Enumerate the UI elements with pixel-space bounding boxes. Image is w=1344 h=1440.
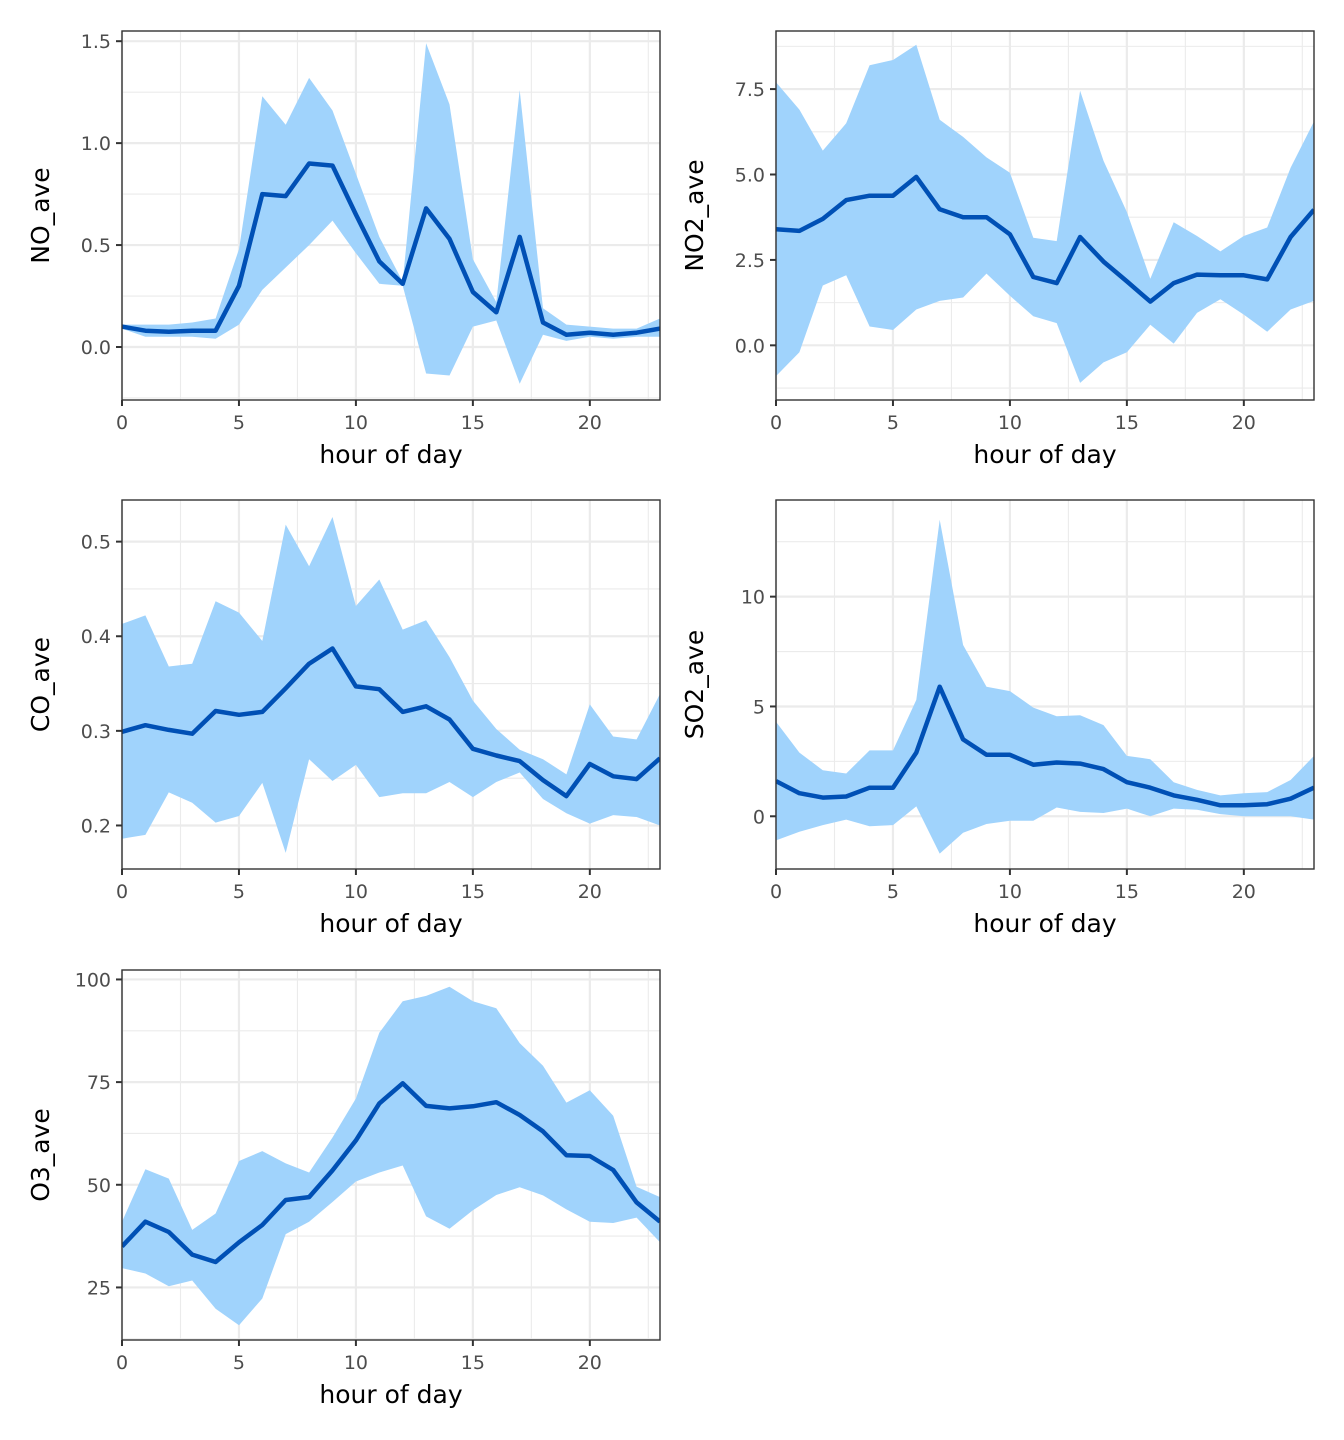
y-tick-label: 10 xyxy=(741,587,765,609)
x-tick-label: 5 xyxy=(233,881,245,903)
x-tick-label: 0 xyxy=(116,1352,128,1374)
panel-no2: 0 5 10 15 20 0.0 2.5 5.0 7.5 hour of day NO2_ave xyxy=(680,30,1315,469)
x-tick-label: 5 xyxy=(233,1352,245,1374)
y-axis-title: NO_ave xyxy=(26,167,55,263)
y-tick-label: 0.0 xyxy=(81,337,111,359)
y-tick-label: 75 xyxy=(87,1072,111,1094)
x-tick-label: 10 xyxy=(998,412,1022,434)
confidence-ribbon xyxy=(776,519,1314,854)
panel-co: 0 5 10 15 20 0.2 0.3 0.4 0.5 hour of day CO_ave xyxy=(26,499,661,938)
x-tick-label: 10 xyxy=(344,881,368,903)
mean-line xyxy=(122,1081,660,1265)
panel-so2: 0 5 10 15 20 0 5 10 hour of day SO2_ave xyxy=(680,499,1315,938)
y-axis-title: NO2_ave xyxy=(680,159,709,271)
x-axis-title: hour of day xyxy=(319,440,462,469)
panel-border xyxy=(121,499,661,870)
y-tick-label: 0 xyxy=(753,806,765,828)
mean-line xyxy=(122,161,660,338)
y-tick-label: 0.5 xyxy=(81,532,111,554)
panel-no: 0 5 10 15 20 0.0 0.5 1.0 1.5 hour of day NO_ave xyxy=(26,30,661,469)
panel-border xyxy=(775,499,1315,870)
y-tick-label: 5.0 xyxy=(735,165,765,187)
x-tick-label: 15 xyxy=(1115,881,1139,903)
x-tick-label: 5 xyxy=(233,412,245,434)
y-axis-title: O3_ave xyxy=(26,1108,55,1202)
y-tick-label: 5 xyxy=(753,696,765,718)
x-axis-title: hour of day xyxy=(319,909,462,938)
y-tick-label: 50 xyxy=(87,1175,111,1197)
mean-line xyxy=(776,684,1314,808)
y-axis-title: SO2_ave xyxy=(680,630,709,739)
x-axis-title: hour of day xyxy=(973,909,1116,938)
x-tick-label: 20 xyxy=(578,412,602,434)
x-tick-label: 5 xyxy=(887,412,899,434)
y-tick-label: 2.5 xyxy=(735,250,765,272)
y-tick-label: 0.4 xyxy=(81,626,111,648)
y-tick-label: 100 xyxy=(75,969,111,991)
x-axis-title: hour of day xyxy=(973,440,1116,469)
x-tick-label: 20 xyxy=(578,881,602,903)
y-tick-label: 1.0 xyxy=(81,133,111,155)
y-axis-title: CO_ave xyxy=(26,637,55,732)
y-tick-label: 25 xyxy=(87,1277,111,1299)
mean-line xyxy=(122,646,660,799)
confidence-ribbon xyxy=(122,517,660,853)
y-tick-label: 0.2 xyxy=(81,815,111,837)
confidence-ribbon xyxy=(122,986,660,1326)
x-tick-label: 10 xyxy=(344,1352,368,1374)
x-tick-label: 15 xyxy=(461,412,485,434)
y-tick-label: 0.3 xyxy=(81,721,111,743)
x-tick-label: 10 xyxy=(998,881,1022,903)
y-tick-label: 1.5 xyxy=(81,31,111,53)
panel-o3: 0 5 10 15 20 25 50 75 100 hour of day O3_ave xyxy=(26,969,661,1409)
y-tick-label: 0.0 xyxy=(735,335,765,357)
panel-border xyxy=(121,969,661,1341)
x-tick-label: 10 xyxy=(344,412,368,434)
x-tick-label: 15 xyxy=(1115,412,1139,434)
x-tick-label: 0 xyxy=(116,881,128,903)
x-tick-label: 0 xyxy=(770,881,782,903)
x-tick-label: 5 xyxy=(887,881,899,903)
x-tick-label: 0 xyxy=(770,412,782,434)
plot-background xyxy=(122,31,660,400)
panel-border xyxy=(775,30,1315,401)
x-tick-label: 15 xyxy=(461,1352,485,1374)
y-tick-label: 7.5 xyxy=(735,79,765,101)
mean-line xyxy=(776,174,1314,304)
confidence-ribbon xyxy=(122,43,660,384)
confidence-ribbon xyxy=(776,44,1314,383)
x-tick-label: 20 xyxy=(1232,881,1256,903)
x-axis-title: hour of day xyxy=(319,1380,462,1409)
x-tick-label: 20 xyxy=(1232,412,1256,434)
y-tick-label: 0.5 xyxy=(81,235,111,257)
panel-border xyxy=(121,30,661,401)
x-tick-label: 20 xyxy=(578,1352,602,1374)
x-tick-label: 15 xyxy=(461,881,485,903)
x-tick-label: 0 xyxy=(116,412,128,434)
